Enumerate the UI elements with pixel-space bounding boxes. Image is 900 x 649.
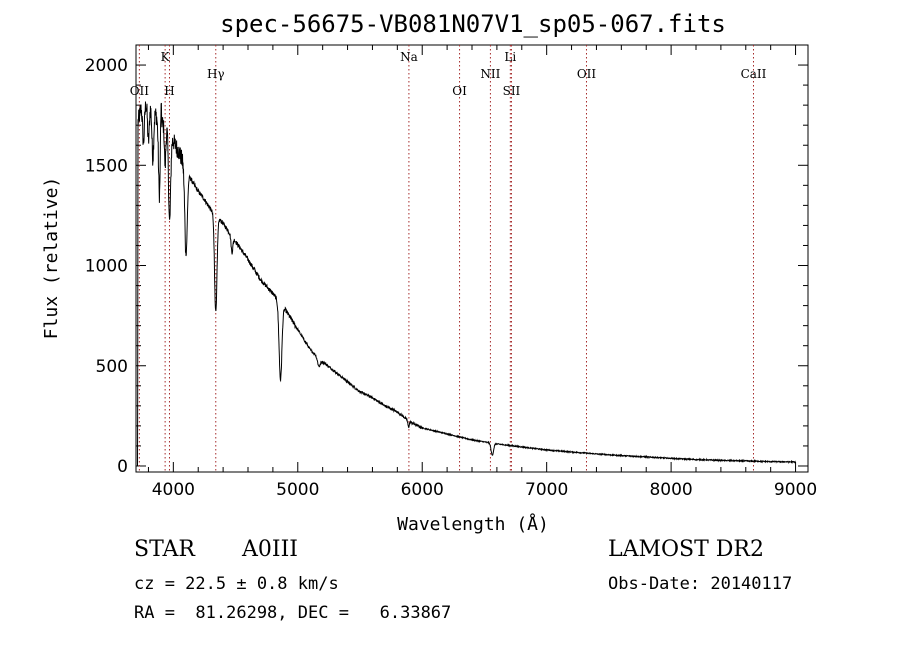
- line-marker-label: OI: [452, 84, 467, 98]
- plot-frame: [135, 44, 809, 473]
- line-marker-label: NII: [480, 67, 500, 81]
- line-marker-label: Na: [400, 50, 418, 64]
- line-marker-label: Li: [504, 50, 516, 64]
- line-marker-label: OII: [577, 67, 597, 81]
- y-tick-label: 2000: [85, 56, 128, 76]
- line-marker-label: SII: [503, 84, 521, 98]
- x-axis-label: Wavelength (Å): [397, 513, 549, 535]
- line-marker-label: OII: [130, 84, 150, 98]
- y-tick-label: 1500: [85, 156, 128, 176]
- coordinates-label: RA = 81.26298, DEC = 6.33867: [134, 603, 452, 623]
- y-tick-label: 1000: [85, 257, 128, 277]
- obs-date-label: Obs-Date: 20140117: [608, 574, 793, 594]
- x-tick-label: 8000: [649, 480, 692, 500]
- line-marker-label: Hγ: [207, 67, 225, 81]
- y-tick-label: 0: [117, 457, 128, 477]
- plot-area: 4000 5000 6000 7000 8000 9000 0 500 1000 1500 2000…: [85, 44, 817, 500]
- x-tick-label: 7000: [525, 480, 568, 500]
- x-tick-label: 9000: [774, 480, 817, 500]
- object-subclass: A0III: [242, 537, 298, 562]
- y-tick-label: 500: [96, 357, 128, 377]
- line-marker-label: K: [161, 50, 171, 64]
- x-tick-label: 5000: [276, 480, 319, 500]
- chart-title: spec-56675-VB081N07V1_sp05-067.fits: [220, 10, 726, 38]
- line-marker-label: CaII: [741, 67, 767, 81]
- line-marker-label: H: [164, 84, 174, 98]
- x-tick-label: 4000: [152, 480, 195, 500]
- object-class: STAR: [134, 537, 195, 562]
- x-tick-label: 6000: [401, 480, 444, 500]
- y-axis-label: Flux (relative): [41, 177, 62, 340]
- spectrum-line: [137, 101, 796, 467]
- survey-label: LAMOST DR2: [608, 537, 764, 562]
- redshift-label: cz = 22.5 ± 0.8 km/s: [134, 574, 339, 594]
